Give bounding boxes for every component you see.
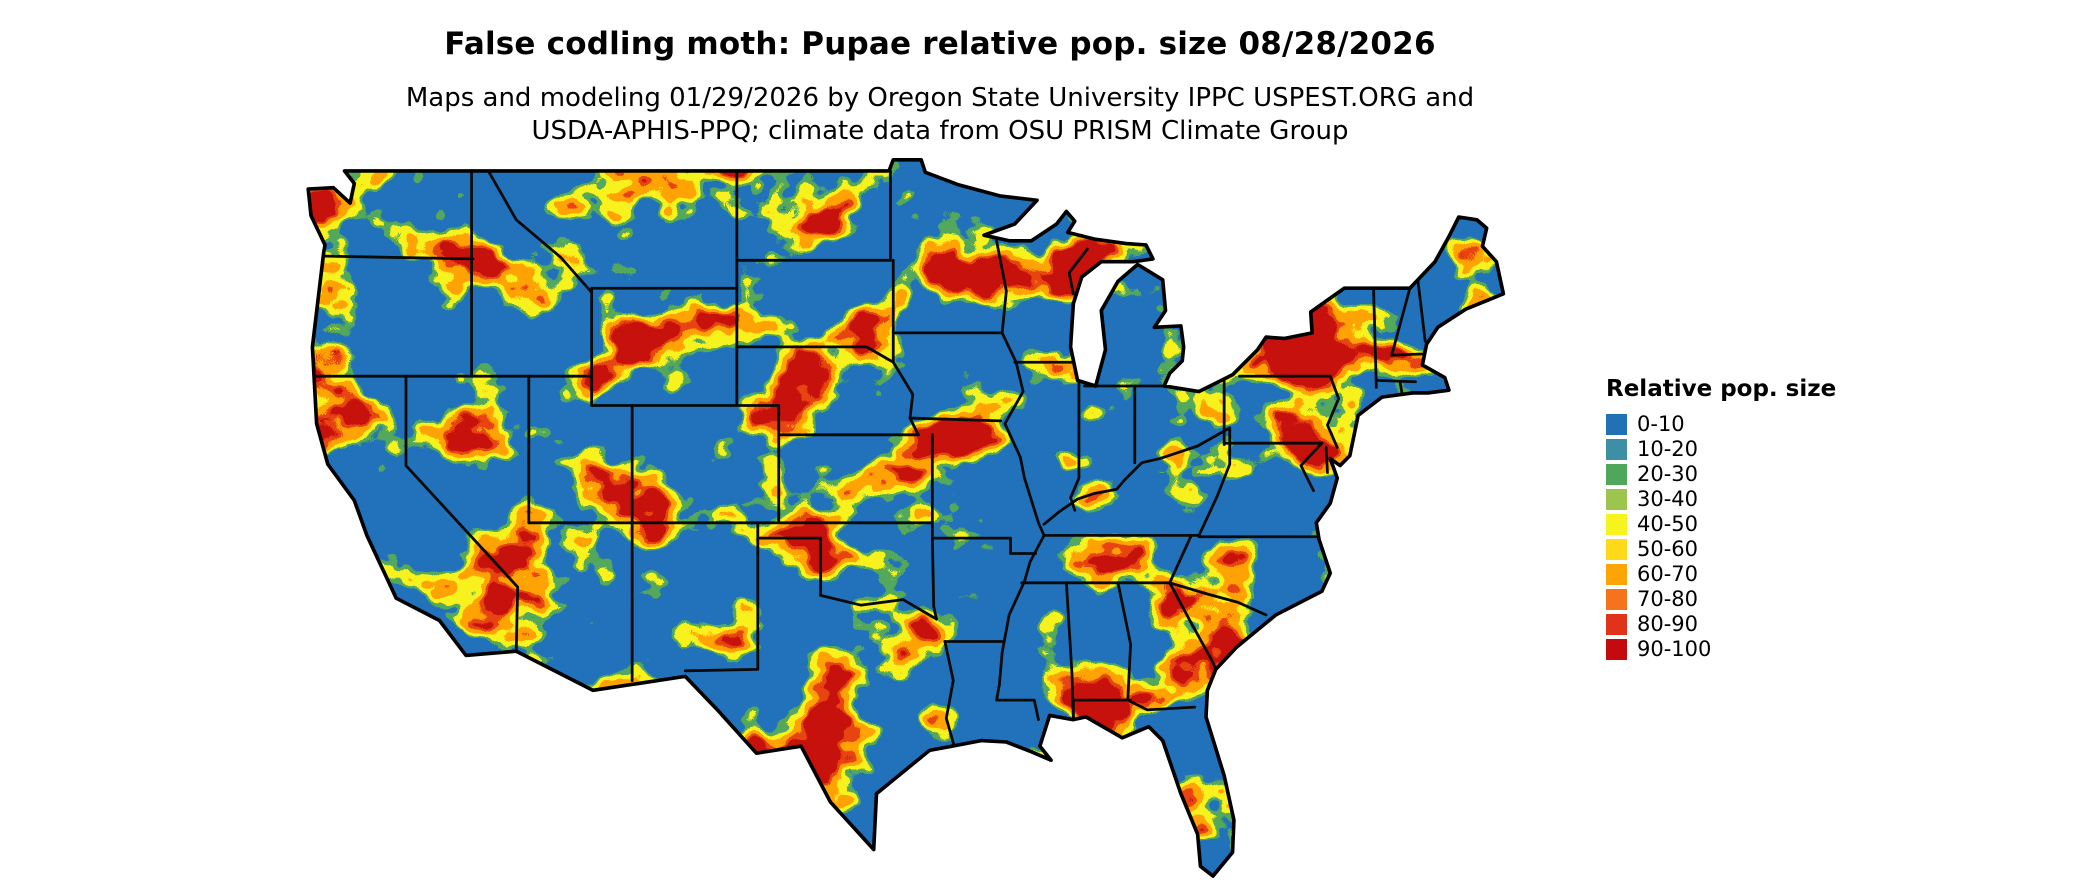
legend-item: 60-70 xyxy=(1606,562,1836,587)
legend-label: 50-60 xyxy=(1637,537,1699,561)
legend-swatch xyxy=(1606,489,1627,510)
legend-swatch xyxy=(1606,439,1627,460)
legend-label: 30-40 xyxy=(1637,487,1699,511)
legend-item: 50-60 xyxy=(1606,537,1836,562)
subtitle-line-1: Maps and modeling 01/29/2026 by Oregon S… xyxy=(405,83,1475,113)
legend-swatch xyxy=(1606,539,1627,560)
legend-label: 60-70 xyxy=(1637,562,1699,586)
legend-swatch xyxy=(1606,564,1627,585)
legend-item: 40-50 xyxy=(1606,512,1836,537)
us-outline xyxy=(306,157,1506,878)
subtitle-line-2: USDA-APHIS-PPQ; climate data from OSU PR… xyxy=(531,115,1349,146)
legend-item: 30-40 xyxy=(1606,487,1836,512)
legend-swatch xyxy=(1606,639,1627,660)
legend-swatch xyxy=(1606,589,1627,610)
legend-item: 0-10 xyxy=(1606,412,1836,437)
legend-label: 80-90 xyxy=(1637,612,1699,636)
map-subtitle: Maps and modeling 01/29/2026 by Oregon S… xyxy=(60,82,1820,147)
legend-item: 10-20 xyxy=(1606,437,1836,462)
legend-swatch xyxy=(1606,464,1627,485)
legend-label: 70-80 xyxy=(1637,587,1699,611)
legend-label: 0-10 xyxy=(1637,412,1685,436)
legend-label: 20-30 xyxy=(1637,462,1699,486)
legend-item: 20-30 xyxy=(1606,462,1836,487)
legend-item: 90-100 xyxy=(1606,637,1836,662)
legend-label: 90-100 xyxy=(1637,637,1712,661)
legend-label: 40-50 xyxy=(1637,512,1699,536)
legend-swatch xyxy=(1606,514,1627,535)
legend-items: 0-10 10-20 20-30 30-40 40-50 50-60 xyxy=(1606,412,1836,662)
legend-swatch xyxy=(1606,414,1627,435)
legend-item: 80-90 xyxy=(1606,612,1836,637)
legend-swatch xyxy=(1606,614,1627,635)
legend-label: 10-20 xyxy=(1637,437,1699,461)
raster-heat-layer xyxy=(308,159,1504,877)
legend-item: 70-80 xyxy=(1606,587,1836,612)
map-title: False codling moth: Pupae relative pop. … xyxy=(444,26,1436,62)
map-header: False codling moth: Pupae relative pop. … xyxy=(60,26,1820,147)
us-population-map xyxy=(306,157,1506,878)
legend-title: Relative pop. size xyxy=(1606,376,1837,402)
legend: Relative pop. size 0-10 10-20 20-30 30-4… xyxy=(1606,376,1836,662)
